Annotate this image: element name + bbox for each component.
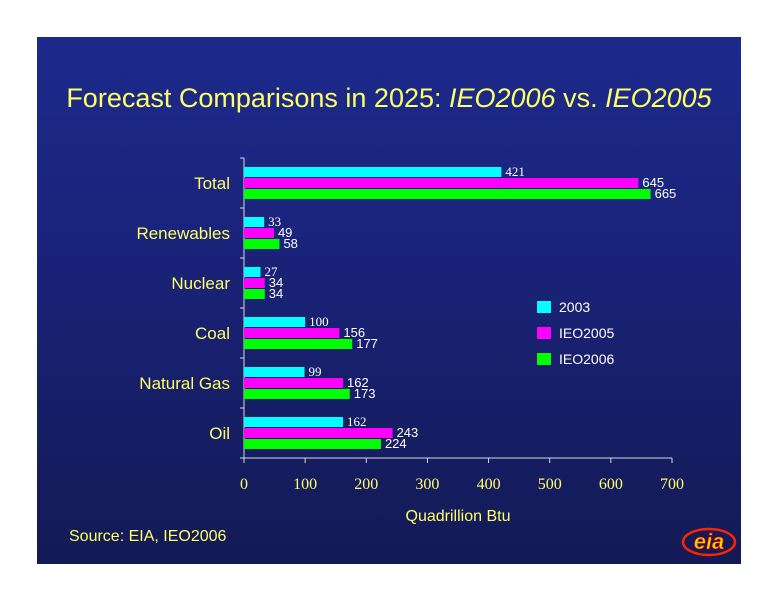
x-tick-label: 700 — [660, 476, 684, 493]
data-label: 243 — [397, 425, 419, 440]
x-tick-label: 300 — [415, 476, 439, 493]
data-label: 34 — [269, 286, 283, 301]
bar-2003 — [244, 367, 305, 377]
data-label: 34 — [269, 275, 283, 290]
eia-logo: eia — [681, 527, 737, 557]
bar-2003 — [244, 267, 261, 277]
legend-swatch-ieo2006 — [537, 353, 551, 365]
bar-ieo2005 — [244, 328, 340, 338]
data-label: 162 — [347, 414, 367, 429]
source-note: Source: EIA, IEO2006 — [69, 528, 227, 545]
data-label: 665 — [655, 186, 677, 201]
data-label: 100 — [309, 314, 329, 329]
data-label: 173 — [354, 386, 376, 401]
bar-ieo2006 — [244, 289, 265, 299]
bar-2003 — [244, 317, 306, 327]
bar-ieo2006 — [244, 339, 353, 349]
svg-text:eia: eia — [694, 529, 725, 554]
bar-ieo2005 — [244, 378, 344, 388]
title-text: Forecast Comparisons in 2025: — [66, 83, 449, 113]
bar-ieo2006 — [244, 439, 381, 449]
data-label: 99 — [309, 364, 322, 379]
data-label: 33 — [268, 214, 281, 229]
slide-background: Forecast Comparisons in 2025: IEO2006 vs… — [37, 37, 741, 564]
data-label: 162 — [347, 375, 369, 390]
legend-swatch-ieo2005 — [537, 327, 551, 339]
category-label: Total — [194, 174, 230, 193]
data-label: 645 — [642, 175, 664, 190]
legend-label: 2003 — [559, 299, 590, 315]
x-tick-label: 400 — [477, 476, 501, 493]
legend-swatch-2003 — [537, 301, 551, 313]
bar-ieo2005 — [244, 278, 265, 288]
legend-label: IEO2005 — [559, 325, 614, 341]
title-ieo2006: IEO2006 — [449, 83, 556, 113]
x-tick-label: 0 — [240, 476, 248, 493]
data-label: 177 — [356, 336, 378, 351]
title-ieo2005: IEO2005 — [605, 83, 712, 113]
title-vs: vs. — [555, 83, 606, 113]
data-label: 58 — [283, 236, 297, 251]
category-label: Coal — [195, 324, 230, 343]
x-tick-label: 200 — [354, 476, 378, 493]
category-label: Nuclear — [171, 274, 230, 293]
x-axis-title: Quadrillion Btu — [406, 508, 511, 525]
bar-2003 — [244, 217, 265, 227]
bar-ieo2005 — [244, 428, 393, 438]
bar-ieo2006 — [244, 189, 651, 199]
bar-chart: 0 100 200 300 400 500 600 700 Quadrillion Btu Tot… — [136, 157, 684, 525]
category-label: Renewables — [136, 224, 230, 243]
bar-ieo2006 — [244, 239, 280, 249]
bar-ieo2006 — [244, 389, 350, 399]
data-label: 156 — [343, 325, 365, 340]
chart-title: Forecast Comparisons in 2025: IEO2006 vs… — [37, 83, 741, 114]
data-label: 27 — [265, 264, 279, 279]
x-tick-label: 600 — [599, 476, 623, 493]
category-label: Oil — [209, 424, 230, 443]
bar-ieo2005 — [244, 178, 639, 188]
legend-label: IEO2006 — [559, 351, 614, 367]
x-tick-label: 100 — [293, 476, 317, 493]
data-label: 224 — [385, 436, 407, 451]
bar-2003 — [244, 417, 344, 427]
data-label: 421 — [505, 164, 525, 179]
data-label: 49 — [278, 225, 292, 240]
bar-2003 — [244, 167, 502, 177]
x-tick-label: 500 — [538, 476, 562, 493]
category-label: Natural Gas — [139, 374, 230, 393]
bar-ieo2005 — [244, 228, 274, 238]
